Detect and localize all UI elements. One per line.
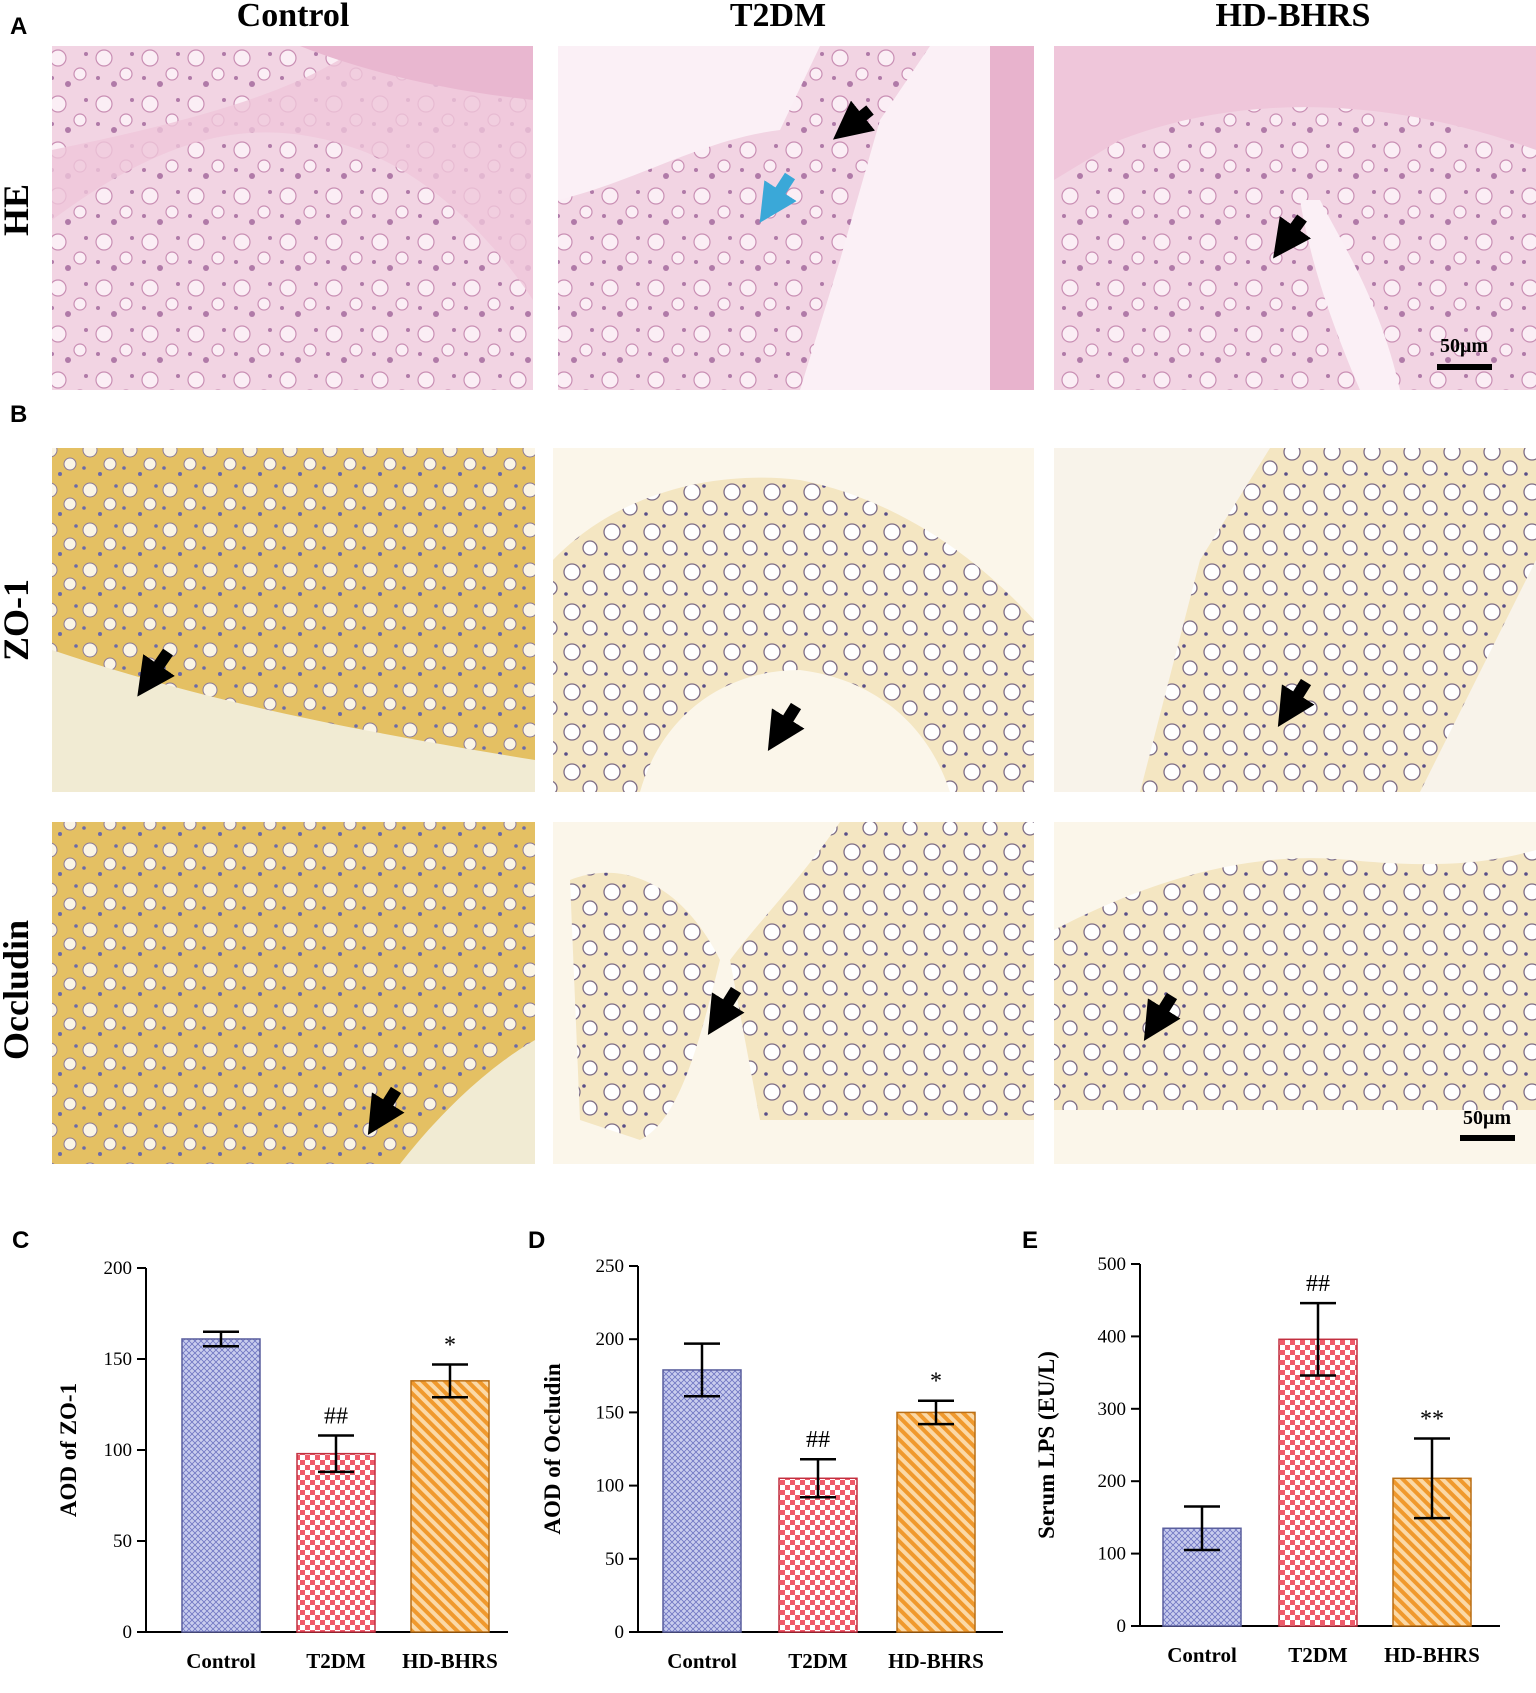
panel-letter-a: A [10,13,27,40]
arrow-occludin-control [367,1086,405,1136]
he-control-image [52,46,533,390]
scale-label-b: 50μm [1463,1107,1511,1129]
occludin-t2dm-image [553,822,1034,1164]
y-axis-label: AOD of ZO-1 [56,1383,81,1517]
panel-letter-e: E [1022,1227,1038,1254]
arrow-black-he-t2dm [833,100,875,140]
arrow-zo1-hd [1277,678,1315,728]
bar-hd-bhrs [410,1380,490,1633]
chart-c-aod-zo1: 0 50 100 150 200 AOD of ZO-1 Control ## T2DM * HD-… [56,1258,508,1673]
scale-label-a: 50μm [1440,335,1488,357]
arrow-blue-he-t2dm [759,172,797,223]
x-category-label: Control [186,1649,256,1673]
y-tick-label: 0 [1117,1616,1127,1637]
y-tick-label: 200 [1098,1471,1127,1492]
bar-t2dm [296,1452,376,1633]
x-category-label: HD-BHRS [1384,1643,1480,1667]
arrow-zo1-t2dm [767,702,805,752]
arrow-zo1-control [137,648,175,697]
y-tick-label: 100 [1098,1544,1127,1565]
y-tick-label: 200 [596,1329,625,1350]
significance-label: ## [324,1403,348,1429]
chart-e-serum-lps: 0 100 200 300 400 500 Serum LPS (EU/L) Control #… [1034,1254,1500,1667]
column-title-hd-bhrs: HD-BHRS [1216,0,1371,34]
y-tick-label: 300 [1098,1399,1127,1420]
x-category-label: Control [667,1649,737,1673]
arrow-black-he-hd [1273,214,1312,259]
significance-label: ## [806,1427,830,1453]
significance-label: ** [1420,1406,1444,1432]
row-label-he: HE [0,184,36,236]
y-tick-label: 500 [1098,1254,1127,1275]
y-tick-label: 50 [605,1549,624,1570]
y-tick-label: 150 [104,1349,133,1370]
bar-t2dm [778,1477,858,1633]
y-tick-label: 200 [104,1258,133,1279]
panel-letter-c: C [12,1227,29,1254]
y-tick-label: 50 [113,1531,132,1552]
occludin-hd-bhrs-image: 50μm [1054,822,1536,1164]
y-axis-label: AOD of Occludin [540,1363,565,1534]
bar-control [662,1369,742,1633]
column-title-control: Control [237,0,350,34]
y-tick-label: 250 [596,1256,625,1277]
y-tick-label: 150 [596,1402,625,1423]
y-tick-label: 100 [596,1476,625,1497]
y-tick-label: 0 [615,1622,625,1643]
x-category-label: T2DM [1288,1643,1348,1667]
bar-hd-bhrs [896,1411,976,1633]
significance-label: ## [1306,1271,1330,1297]
arrow-occludin-hd [1143,992,1181,1042]
scale-bar-b [1460,1135,1515,1141]
x-category-label: HD-BHRS [888,1649,984,1673]
zo1-control-image [52,448,535,792]
bar-t2dm [1278,1338,1358,1627]
he-hd-bhrs-image: 50μm [1054,46,1536,390]
x-category-label: T2DM [788,1649,848,1673]
panel-letter-b: B [10,401,27,428]
chart-d-aod-occludin: 0 50 100 150 200 250 AOD of Occludin Control ## T… [540,1256,1003,1673]
arrow-occludin-t2dm [707,986,745,1036]
y-tick-label: 100 [104,1440,133,1461]
occludin-control-image [52,822,535,1164]
y-tick-label: 400 [1098,1326,1127,1347]
x-category-label: HD-BHRS [402,1649,498,1673]
row-label-zo1: ZO-1 [0,579,36,661]
he-t2dm-image [558,46,1034,390]
zo1-t2dm-image [553,448,1034,792]
panel-letter-d: D [528,1227,545,1254]
significance-label: * [444,1332,456,1358]
y-axis-label: Serum LPS (EU/L) [1034,1351,1059,1539]
row-label-occludin: Occludin [0,920,36,1060]
x-category-label: T2DM [306,1649,366,1673]
zo1-hd-bhrs-image [1054,448,1536,792]
x-category-label: Control [1167,1643,1237,1667]
bar-control [181,1338,261,1633]
significance-label: * [930,1369,942,1395]
column-title-t2dm: T2DM [730,0,826,34]
scale-bar-a [1437,364,1492,370]
y-tick-label: 0 [123,1622,133,1643]
